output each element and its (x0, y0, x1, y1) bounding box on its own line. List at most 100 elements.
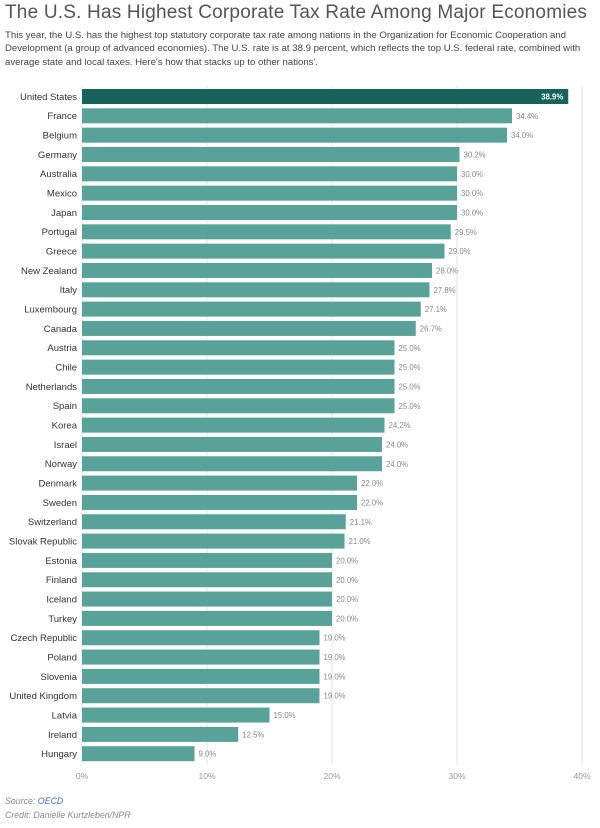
value-label: 20.0% (336, 576, 358, 585)
category-label: Czech Republic (10, 633, 77, 644)
category-label: Slovak Republic (9, 536, 77, 547)
category-label: Greece (46, 247, 77, 258)
value-label: 22.0% (361, 498, 383, 507)
value-label: 29.5% (455, 228, 477, 237)
value-label: 27.8% (434, 286, 456, 295)
bar (82, 668, 320, 684)
bar (82, 456, 382, 472)
bar (82, 688, 320, 704)
category-label: Canada (44, 324, 78, 335)
x-tick-label: 30% (448, 771, 465, 781)
value-label: 9.0% (199, 750, 217, 759)
value-label: 30.0% (461, 170, 483, 179)
category-label: Australia (40, 169, 78, 180)
bar (82, 552, 332, 568)
bar (82, 649, 320, 665)
value-label: 30.2% (464, 150, 486, 159)
category-label: Germany (38, 150, 77, 161)
bar (82, 494, 357, 510)
value-label: 21.1% (350, 518, 372, 527)
category-label: United States (20, 92, 77, 103)
bar (82, 707, 270, 723)
category-label: Iceland (46, 594, 77, 605)
category-label: Switzerland (28, 517, 77, 528)
bar (82, 301, 421, 317)
value-label: 28.0% (436, 266, 458, 275)
value-label: 24.0% (386, 460, 408, 469)
category-label: Korea (52, 421, 78, 432)
value-label: 20.0% (336, 614, 358, 623)
chart-title: The U.S. Has Highest Corporate Tax Rate … (5, 2, 588, 23)
bar (82, 726, 239, 742)
value-label: 15.0% (274, 711, 296, 720)
value-label: 19.0% (324, 672, 346, 681)
category-label: Finland (46, 575, 77, 586)
value-label: 29.0% (449, 247, 471, 256)
value-label: 30.0% (461, 189, 483, 198)
category-label: Sweden (43, 498, 77, 509)
source-prefix: Source: (5, 796, 36, 806)
category-label: France (47, 111, 77, 122)
bar (82, 146, 460, 162)
category-label: Hungary (41, 749, 77, 760)
value-label: 34.0% (511, 131, 533, 140)
bar (82, 166, 457, 182)
value-label: 21.0% (349, 537, 371, 546)
bar (82, 572, 332, 588)
x-tick-label: 0% (76, 771, 89, 781)
bar (82, 359, 395, 375)
bar (82, 533, 345, 549)
value-label: 20.0% (336, 595, 358, 604)
value-label: 26.7% (420, 324, 442, 333)
value-label: 12.5% (242, 730, 264, 739)
value-label: 25.0% (399, 382, 421, 391)
category-label: Netherlands (26, 382, 77, 393)
bar (82, 610, 332, 626)
bar (82, 185, 457, 201)
x-tick-label: 20% (323, 771, 340, 781)
category-label: Norway (45, 459, 77, 470)
bar (82, 378, 395, 394)
category-label: Portugal (42, 227, 77, 238)
value-label: 27.1% (425, 305, 447, 314)
bar (82, 127, 507, 143)
source-link[interactable]: OECD (37, 796, 64, 806)
bar (82, 320, 416, 336)
category-label: Italy (60, 285, 78, 296)
bar-chart: 0% 10% 20% 30% 40% United States 38.9% France 34… (9, 86, 591, 781)
bar (82, 108, 512, 124)
bar (82, 398, 395, 414)
bar (82, 514, 346, 530)
category-label: Turkey (48, 614, 77, 625)
category-label: Estonia (45, 556, 77, 567)
category-label: Israel (54, 440, 77, 451)
category-label: Austria (47, 343, 77, 354)
category-label: Japan (51, 208, 77, 219)
category-label: New Zealand (21, 266, 77, 277)
category-label: Chile (55, 363, 77, 374)
category-label: Ireland (48, 730, 77, 741)
category-label: Poland (47, 652, 77, 663)
bar (82, 89, 569, 104)
bar (82, 630, 320, 646)
value-label: 25.0% (399, 363, 421, 372)
value-label: 22.0% (361, 479, 383, 488)
credit-line: Credit: Danielle Kurtzleben/NPR (5, 810, 131, 820)
value-label: 25.0% (399, 402, 421, 411)
x-tick-label: 40% (573, 771, 590, 781)
bar (82, 204, 457, 220)
bar (82, 262, 432, 278)
value-label: 34.4% (516, 112, 538, 121)
chart-subtitle: This year, the U.S. has the highest top … (5, 30, 581, 68)
category-label: Latvia (52, 710, 78, 721)
bar (82, 475, 357, 491)
category-label: United Kingdom (9, 691, 77, 702)
bar (82, 243, 445, 259)
bar (82, 591, 332, 607)
bar (82, 417, 385, 433)
value-label: 19.0% (324, 692, 346, 701)
category-label: Denmark (38, 479, 77, 490)
category-label: Luxembourg (24, 305, 77, 316)
value-label: 24.2% (389, 421, 411, 430)
value-label: 20.0% (336, 556, 358, 565)
